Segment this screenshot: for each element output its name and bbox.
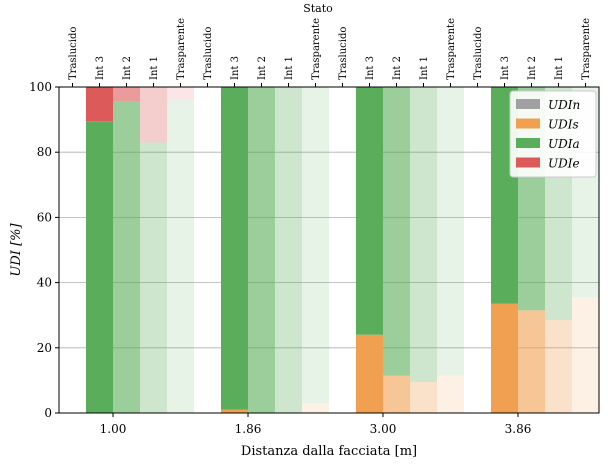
y-tick-label: 60 — [37, 210, 52, 224]
legend-swatch — [516, 138, 540, 148]
top-tick-label: Traslucido — [203, 27, 214, 80]
top-tick-label: Int 2 — [122, 56, 133, 80]
bar-segment-udis — [410, 382, 437, 413]
bar-segment-udis — [221, 409, 248, 413]
top-tick-label: Int 2 — [392, 56, 403, 80]
legend: UDIn UDIs UDIa UDIe — [509, 90, 597, 178]
legend-box — [509, 90, 597, 178]
top-tick-label: Int 3 — [230, 56, 241, 80]
top-tick-label: Int 2 — [257, 56, 268, 80]
y-axis-label: UDI [%] — [9, 223, 24, 277]
bar-segment-udis — [302, 403, 329, 413]
top-tick-label: Int 1 — [284, 56, 295, 80]
top-tick-label: Int 3 — [95, 56, 106, 80]
legend-swatch — [516, 118, 540, 129]
y-tick-label: 80 — [37, 145, 52, 159]
bar-segment-udis — [437, 375, 464, 413]
bar-segment-udia — [113, 101, 140, 414]
top-axis: Traslucido Int 3 Int 2 Int 1 Trasparente Tras… — [68, 18, 592, 87]
bar-segment-udia — [167, 100, 194, 413]
x-axis-label: Distanza dalla facciata [m] — [241, 444, 417, 459]
legend-label: UDIe — [548, 157, 580, 171]
top-tick-label: Trasparente — [446, 18, 457, 80]
bars — [86, 87, 599, 414]
bar-segment-udis — [383, 375, 410, 413]
y-tick-label: 20 — [37, 341, 52, 355]
legend-swatch — [516, 157, 540, 168]
bar-segment-udia — [437, 87, 464, 376]
bar-segment-udia — [221, 87, 248, 410]
x-axis: 1.00 1.86 3.00 3.86 — [100, 413, 532, 436]
top-tick-label: Int 3 — [365, 56, 376, 80]
top-tick-label: Int 3 — [500, 56, 511, 80]
bar-segment-udia — [302, 87, 329, 404]
top-axis-label: Stato — [303, 2, 333, 15]
top-tick-label: Int 1 — [419, 56, 430, 80]
top-tick-label: Traslucido — [68, 27, 79, 80]
x-tick-label: 1.86 — [235, 422, 262, 436]
bar-segment-udis — [518, 310, 545, 413]
bar-segment-udia — [86, 121, 113, 413]
legend-swatch — [516, 99, 540, 109]
plot-frame — [58, 86, 600, 414]
top-tick-label: Int 2 — [527, 56, 538, 80]
top-tick-label: Trasparente — [176, 18, 187, 80]
bar-segment-udis — [545, 320, 572, 413]
legend-label: UDIn — [548, 98, 580, 112]
bar-segment-udia — [248, 87, 275, 413]
bar-segment-udia — [275, 87, 302, 413]
bar-segment-udie — [140, 87, 167, 143]
y-tick-label: 0 — [44, 406, 52, 420]
bar-segment-udis — [491, 303, 518, 413]
bar-segment-udis — [356, 334, 383, 413]
top-tick-label: Trasparente — [311, 18, 322, 80]
bar-segment-udia — [140, 142, 167, 414]
top-tick-label: Int 1 — [554, 56, 565, 80]
y-tick-label: 100 — [29, 80, 52, 94]
bar-segment-udie — [113, 87, 140, 102]
top-tick-label: Traslucido — [338, 27, 349, 80]
x-tick-label: 3.86 — [505, 422, 532, 436]
bar-segment-udia — [410, 87, 437, 383]
bar-segment-udie — [86, 87, 113, 122]
x-tick-label: 1.00 — [100, 422, 127, 436]
legend-label: UDIs — [548, 118, 579, 132]
top-tick-label: Int 1 — [149, 56, 160, 80]
bar-segment-udia — [356, 87, 383, 335]
bar-segment-udie — [167, 87, 194, 101]
y-axis: 0 20 40 60 80 100 — [29, 80, 59, 420]
bar-segment-udis — [572, 297, 599, 413]
y-tick-label: 40 — [37, 276, 52, 290]
legend-label: UDIa — [548, 137, 580, 151]
top-tick-label: Trasparente — [581, 18, 592, 80]
top-tick-label: Traslucido — [473, 27, 484, 80]
bar-segment-udia — [383, 87, 410, 376]
x-tick-label: 3.00 — [370, 422, 397, 436]
